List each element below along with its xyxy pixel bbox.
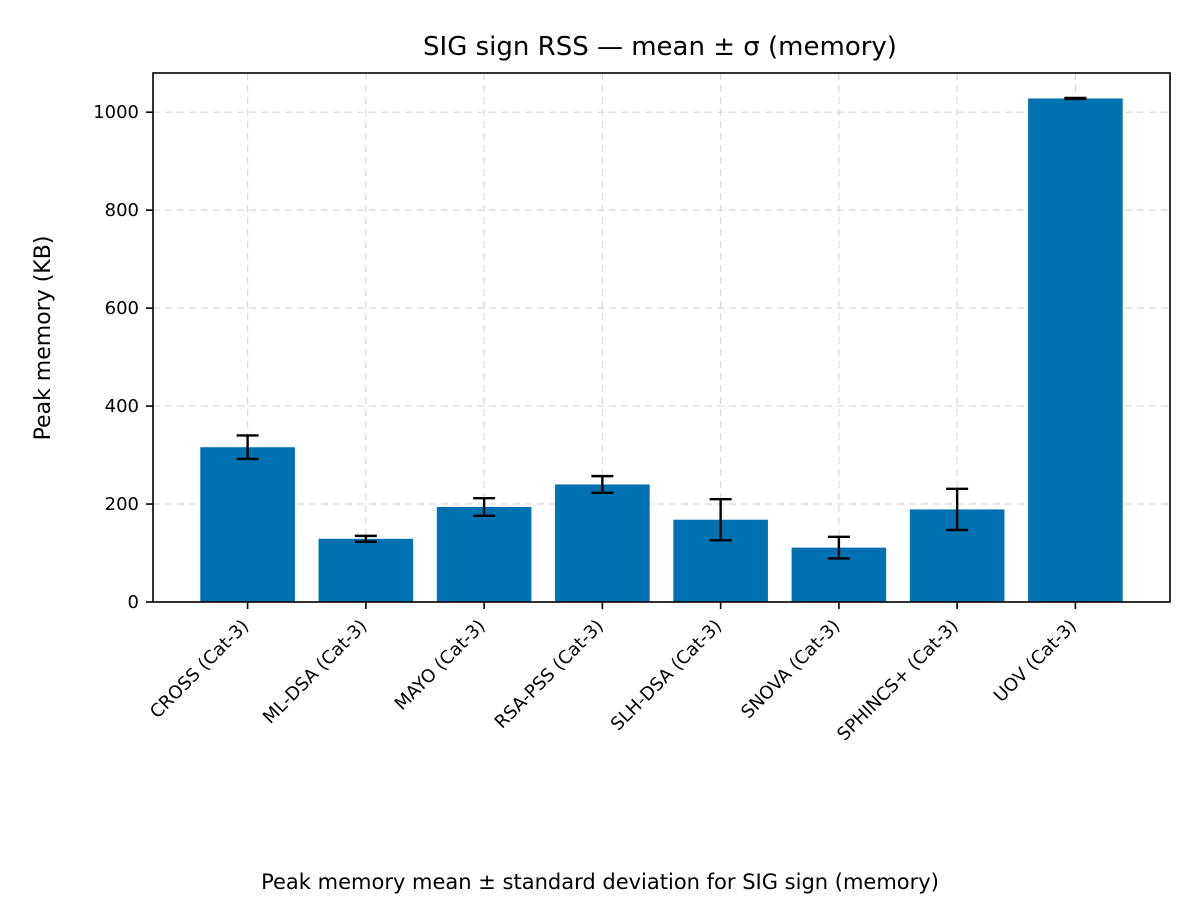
y-axis-ticks: 0 200 400 600 800 1000 xyxy=(93,102,153,613)
x-tick-label: SNOVA (Cat-3) xyxy=(737,616,844,723)
bar xyxy=(555,484,650,602)
bar xyxy=(1028,98,1123,602)
x-tick-label: MAYO (Cat-3) xyxy=(391,616,490,715)
y-tick-label: 800 xyxy=(105,200,139,221)
y-tick-label: 0 xyxy=(128,592,139,613)
chart-title: SIG sign RSS — mean ± σ (memory) xyxy=(423,32,897,62)
x-tick-label: SPHINCS+ (Cat-3) xyxy=(833,616,962,745)
plot-frame xyxy=(152,72,1171,603)
y-axis-label: Peak memory (KB) xyxy=(31,236,56,441)
y-tick-label: 600 xyxy=(105,298,139,319)
bars xyxy=(200,98,1123,602)
x-tick-label: ML-DSA (Cat-3) xyxy=(259,616,371,728)
chart-caption: Peak memory mean ± standard deviation fo… xyxy=(261,870,939,894)
x-tick-label: RSA-PSS (Cat-3) xyxy=(491,616,608,733)
bar xyxy=(318,538,414,602)
x-tick-label: SLH-DSA (Cat-3) xyxy=(607,616,726,735)
bar xyxy=(200,447,295,602)
y-tick-label: 400 xyxy=(105,396,139,417)
error-bars xyxy=(236,96,1087,560)
y-tick-label: 200 xyxy=(105,494,139,515)
x-axis-ticks: CROSS (Cat-3) ML-DSA (Cat-3) MAYO (Cat-3) R… xyxy=(146,602,1081,745)
x-tick-label: UOV (Cat-3) xyxy=(990,616,1081,707)
grid-lines xyxy=(153,73,1170,603)
bar xyxy=(436,506,532,602)
x-tick-label: CROSS (Cat-3) xyxy=(146,616,253,723)
y-tick-label: 1000 xyxy=(93,102,139,123)
